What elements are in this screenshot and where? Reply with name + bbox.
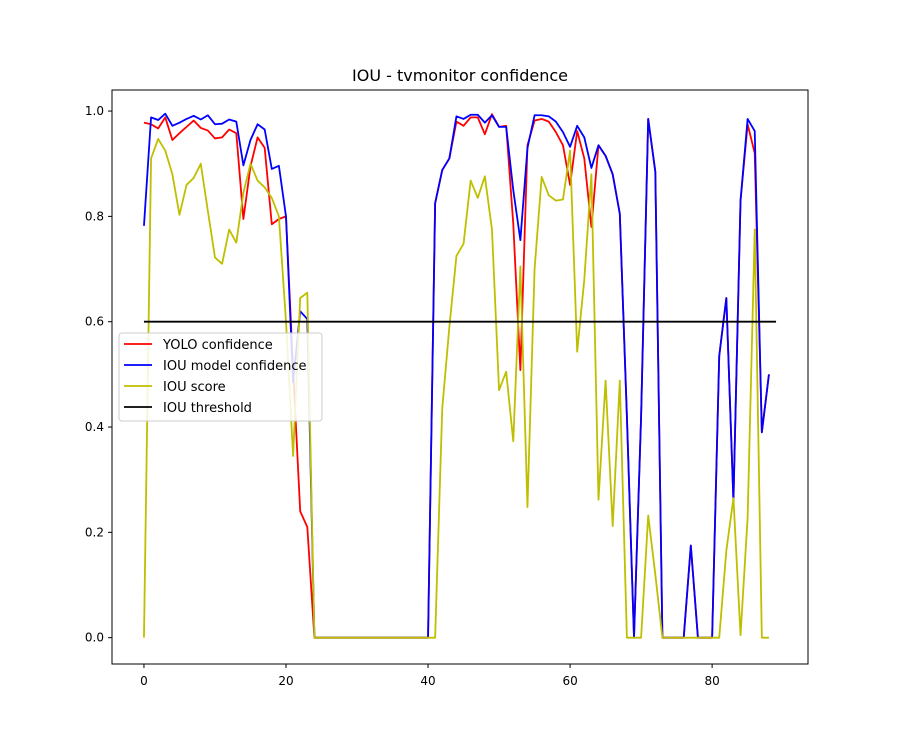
legend-label: IOU threshold xyxy=(163,401,252,416)
axes-layer: 0 20 40 60 80 0.0 0.2 0.4 0.6 0.8 1.0 xyxy=(85,89,809,688)
x-tick-label: 60 xyxy=(562,674,577,688)
x-tick-label: 80 xyxy=(704,674,719,688)
legend-label: IOU model confidence xyxy=(163,359,307,374)
chart-title: IOU - tvmonitor confidence xyxy=(352,66,568,85)
legend-label: IOU score xyxy=(163,380,226,395)
y-tick-label: 0.6 xyxy=(85,315,104,329)
y-tick-label: 1.0 xyxy=(85,104,104,118)
series-layer xyxy=(143,112,777,639)
plot-frame xyxy=(111,89,809,665)
x-tick-label: 0 xyxy=(140,674,148,688)
y-tick-label: 0.0 xyxy=(85,631,104,645)
y-tick-label: 0.2 xyxy=(85,525,104,539)
legend: YOLO confidence IOU model confidence IOU s… xyxy=(118,332,323,422)
x-tick-label: 20 xyxy=(278,674,293,688)
y-tick-label: 0.4 xyxy=(85,420,104,434)
legend-box xyxy=(118,332,323,422)
x-tick-label: 40 xyxy=(420,674,435,688)
series-line-iou-score xyxy=(143,138,769,639)
y-tick-label: 0.8 xyxy=(85,209,104,223)
legend-label: YOLO confidence xyxy=(162,338,273,353)
